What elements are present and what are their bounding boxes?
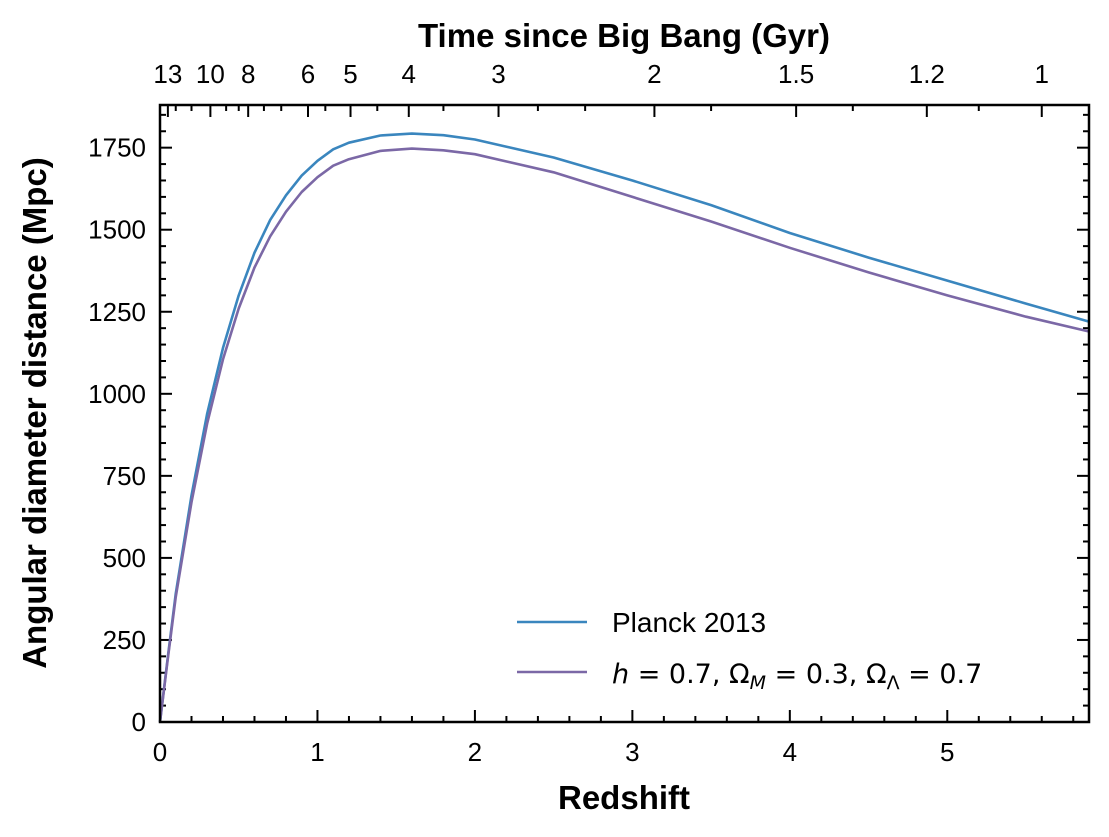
- x-tick-label: 0: [153, 737, 167, 767]
- x-tick-label: 2: [468, 737, 482, 767]
- x-axis-title: Redshift: [558, 779, 690, 816]
- plot-frame: [158, 103, 1091, 724]
- y-tick-label: 0: [132, 707, 146, 737]
- series-layer: [158, 132, 1090, 723]
- top-tick-label: 10: [196, 59, 225, 89]
- y-tick-label: 1250: [88, 297, 146, 327]
- top-tick-label: 1.2: [909, 59, 945, 89]
- top-tick-label: 13: [153, 59, 182, 89]
- x-tick-label: 3: [625, 737, 639, 767]
- top-tick-label: 8: [241, 59, 255, 89]
- top-axis-title: Time since Big Bang (Gyr): [418, 17, 830, 54]
- y-tick-label: 1000: [88, 379, 146, 409]
- x-tick-label: 4: [783, 737, 797, 767]
- y-tick-label: 250: [103, 625, 146, 655]
- top-tick-label: 4: [402, 59, 416, 89]
- x-tick-label: 5: [940, 737, 954, 767]
- legend-label-lcdm: h = 0.7, ΩM = 0.3, ΩΛ = 0.7: [612, 659, 982, 694]
- y-tick-label: 750: [103, 461, 146, 491]
- top-tick-label: 1.5: [778, 59, 814, 89]
- legend: Planck 2013 h = 0.7, ΩM = 0.3, ΩΛ = 0.7: [517, 607, 982, 694]
- top-tick-label: 5: [343, 59, 357, 89]
- y-axis-title: Angular diameter distance (Mpc): [16, 157, 53, 669]
- series-line-0: [158, 132, 1090, 723]
- top-tick-label: 2: [647, 59, 661, 89]
- series-line-1: [158, 147, 1090, 723]
- top-tick-label: 6: [301, 59, 315, 89]
- y-tick-label: 1500: [88, 215, 146, 245]
- y-tick-label: 500: [103, 543, 146, 573]
- top-tick-label: 1: [1035, 59, 1049, 89]
- y-tick-label: 1750: [88, 133, 146, 163]
- x-tick-label: 1: [310, 737, 324, 767]
- top-tick-label: 3: [491, 59, 505, 89]
- legend-label-planck: Planck 2013: [612, 607, 766, 638]
